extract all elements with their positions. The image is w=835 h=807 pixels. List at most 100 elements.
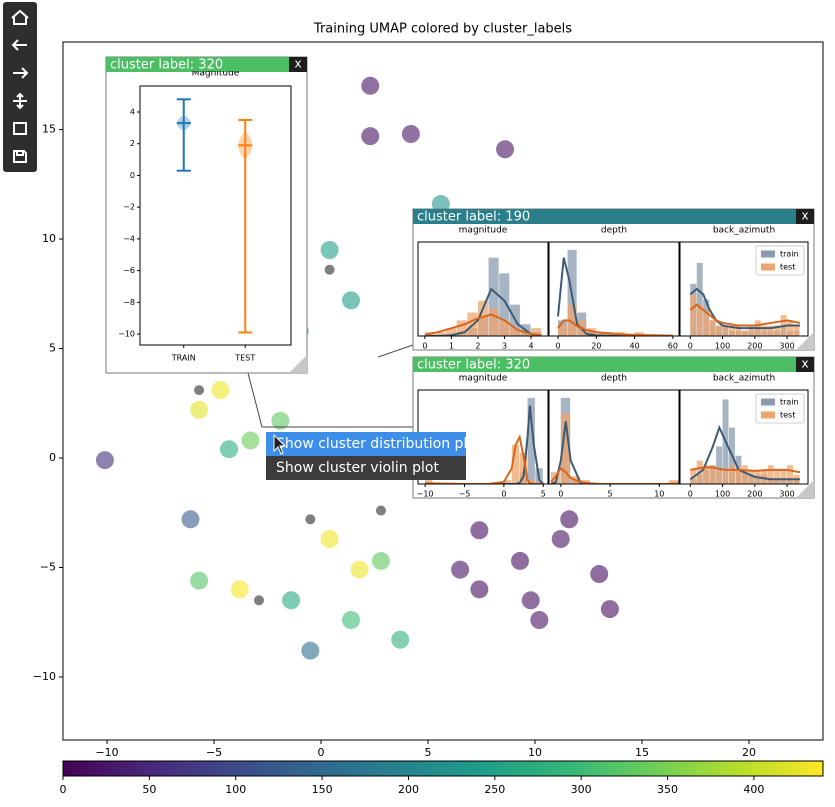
histogram-bar	[722, 325, 729, 336]
panel-marks	[425, 397, 544, 484]
x-tick-label: 100	[715, 342, 730, 351]
chart-title: Training UMAP colored by cluster_labels	[313, 22, 572, 37]
x-tick-label: 1	[449, 342, 454, 351]
histogram-bar	[446, 328, 457, 336]
back-button[interactable]	[11, 39, 27, 51]
plot-area	[548, 389, 680, 485]
forward-button[interactable]	[13, 67, 29, 79]
close-button-bg[interactable]	[289, 57, 307, 72]
colorbar-tick-label: 250	[484, 783, 505, 796]
histogram-bar	[511, 444, 520, 484]
close-button[interactable]: x	[801, 209, 808, 223]
histogram-bar	[767, 325, 774, 336]
scatter-point	[320, 240, 339, 259]
x-tick-label: 0	[688, 490, 693, 499]
close-button-bg[interactable]	[796, 357, 814, 372]
close-button[interactable]: x	[801, 357, 808, 371]
x-tick-label: 300	[779, 490, 794, 499]
y-tick-label: 10	[42, 232, 56, 245]
kde-line	[689, 424, 800, 481]
window-titlebar	[413, 209, 814, 224]
x-tick-label: 10	[654, 490, 664, 499]
scatter-point	[181, 510, 200, 529]
y-tick-label: −4	[123, 234, 135, 243]
x-tick-label: 3	[502, 342, 507, 351]
scatter-point	[451, 560, 470, 579]
window-titlebar	[413, 357, 814, 372]
histogram-bar	[477, 300, 489, 336]
histogram-bar	[709, 465, 716, 484]
histogram-bar	[735, 469, 742, 484]
window-title: cluster label: 320	[417, 358, 530, 373]
histogram-bar	[793, 325, 800, 336]
home-button[interactable]	[11, 9, 29, 25]
save-button[interactable]	[13, 150, 27, 163]
scatter-point	[95, 451, 114, 470]
toolbar-bg	[3, 2, 37, 172]
histogram-bar	[722, 469, 729, 484]
y-tick-label: 2	[130, 139, 135, 148]
x-tick-label: 0	[688, 342, 693, 351]
x-tick-label: 300	[779, 342, 794, 351]
scatter-point	[301, 641, 320, 660]
legend-swatch	[761, 263, 775, 271]
histogram-bar	[761, 469, 768, 484]
scatter-point	[282, 591, 301, 610]
x-tick-label: 200	[747, 490, 762, 499]
y-tick-label: 15	[42, 123, 56, 136]
colorbar-tick-label: 350	[657, 783, 678, 796]
y-tick-label: −10	[33, 670, 56, 683]
menu-item-bg[interactable]	[266, 432, 466, 456]
menu-item-bg[interactable]	[266, 456, 466, 480]
window-bg	[105, 56, 308, 374]
popup-window: cluster label: 320 x magnitude −10 −5 0 5 depth…	[412, 356, 815, 499]
resize-grip	[796, 480, 814, 498]
y-tick-label: −2	[123, 203, 135, 212]
subplot-title: depth	[601, 374, 627, 384]
window-title: cluster label: 320	[110, 58, 223, 73]
y-tick-label: 0	[130, 171, 135, 180]
histogram-bar	[774, 469, 781, 484]
histogram-bar	[557, 324, 568, 336]
x-tick-label: 5	[425, 746, 432, 759]
scatter-point	[530, 611, 549, 630]
colorbar-tick-label: 200	[398, 783, 419, 796]
subplot-title: depth	[601, 226, 627, 236]
histogram-bar	[567, 304, 577, 336]
panel-marks	[689, 399, 801, 484]
scatter-point	[511, 551, 530, 570]
x-tick-label: TRAIN	[171, 354, 196, 363]
subplot-title: magnitude	[459, 226, 508, 236]
histogram-bar	[520, 332, 531, 336]
x-tick-label: 60	[668, 342, 678, 351]
scatter-point	[470, 521, 489, 540]
x-tick-label: TEST	[234, 354, 255, 363]
histogram-bar	[748, 469, 755, 484]
colorbar-tick-label: 0	[60, 783, 67, 796]
pan-button[interactable]	[13, 92, 27, 110]
histogram-bar	[586, 328, 596, 336]
histogram-bar	[716, 469, 723, 484]
leader-lines	[247, 344, 414, 428]
menu-item[interactable]: Show cluster distribution plot	[276, 436, 482, 452]
colorbar-tick-label: 150	[312, 783, 333, 796]
menu-item[interactable]: Show cluster violin plot	[276, 460, 439, 476]
histogram-bar	[761, 325, 768, 336]
close-button[interactable]: x	[294, 57, 301, 71]
y-tick-label: −10	[118, 330, 135, 339]
zoom-button[interactable]	[13, 122, 27, 135]
histogram-bar	[550, 472, 561, 484]
y-tick-label: −6	[123, 266, 135, 275]
histogram-bar	[696, 304, 703, 336]
x-tick-label: 100	[715, 490, 730, 499]
histogram-bar	[596, 332, 606, 336]
plot-area	[679, 389, 809, 485]
plot-area	[417, 241, 549, 337]
histogram-bar	[425, 480, 433, 484]
histogram-bar	[435, 332, 446, 336]
toolbar	[3, 2, 37, 172]
close-button-bg[interactable]	[796, 209, 814, 224]
kde-line	[557, 319, 673, 336]
scatter-point	[341, 611, 360, 630]
